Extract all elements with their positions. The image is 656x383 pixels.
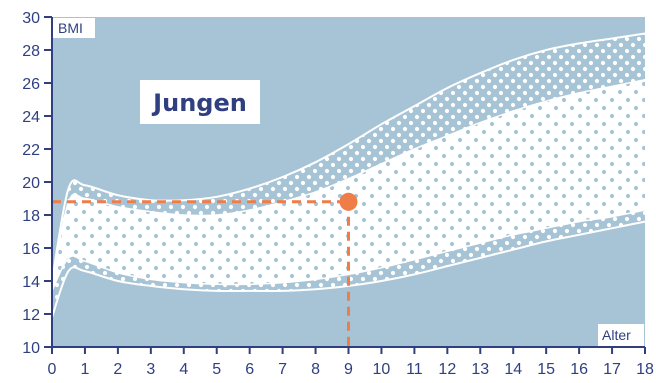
y-ticks: 10 12 14 16 18 20 22 24 26 28 30: [22, 10, 52, 357]
percentile-bands: [52, 32, 645, 318]
x-axis-title: Alter: [602, 327, 631, 343]
x-tick-label: 18: [636, 361, 654, 378]
x-axis-title-box: Alter: [598, 324, 644, 346]
y-tick-label: 22: [22, 142, 40, 159]
inner-upper-curve: [52, 78, 645, 285]
y-axis-title: BMI: [58, 20, 83, 36]
x-tick-label: 10: [373, 361, 391, 378]
chart-title: Jungen: [151, 89, 247, 117]
x-tick-label: 11: [406, 361, 423, 378]
outer-upper-curve: [52, 32, 645, 282]
x-tick-label: 3: [146, 361, 155, 378]
x-tick-label: 5: [212, 361, 221, 378]
x-tick-label: 2: [113, 361, 122, 378]
marker-point: [339, 192, 358, 211]
y-tick-label: 10: [22, 340, 40, 357]
x-tick-label: 15: [537, 361, 555, 378]
outer-lower-curve: [52, 220, 645, 318]
y-tick-label: 28: [22, 43, 40, 60]
x-tick-label: 1: [80, 361, 89, 378]
x-tick-label: 0: [48, 361, 57, 378]
x-tick-label: 12: [438, 361, 456, 378]
x-tick-label: 13: [471, 361, 489, 378]
chart-title-box: Jungen: [140, 80, 260, 124]
y-tick-label: 12: [22, 307, 40, 324]
x-tick-label: 14: [504, 361, 522, 378]
x-tick-label: 17: [603, 361, 621, 378]
inner-lower-curve: [52, 209, 645, 292]
x-ticks: 0 1 2 3 4 5 6 7 8 9 10 11 12 13 14 15 16 17 18: [48, 347, 654, 378]
y-tick-label: 30: [22, 10, 40, 27]
y-tick-label: 18: [22, 208, 40, 225]
y-tick-label: 14: [22, 274, 40, 291]
axes: 0 1 2 3 4 5 6 7 8 9 10 11 12 13 14 15 16 17 18 10121416182…: [22, 10, 654, 378]
x-tick-label: 8: [311, 361, 320, 378]
x-tick-label: 7: [278, 361, 287, 378]
x-tick-label: 6: [245, 361, 254, 378]
x-tick-label: 9: [344, 361, 353, 378]
y-tick-label: 16: [22, 241, 40, 258]
y-axis-title-box: BMI: [53, 18, 95, 38]
y-tick-label: 20: [22, 175, 40, 192]
marker-guides: [52, 192, 358, 347]
y-tick-label: 26: [22, 76, 40, 93]
y-tick-label: 24: [22, 109, 40, 126]
x-tick-label: 4: [179, 361, 188, 378]
x-tick-label: 16: [570, 361, 588, 378]
